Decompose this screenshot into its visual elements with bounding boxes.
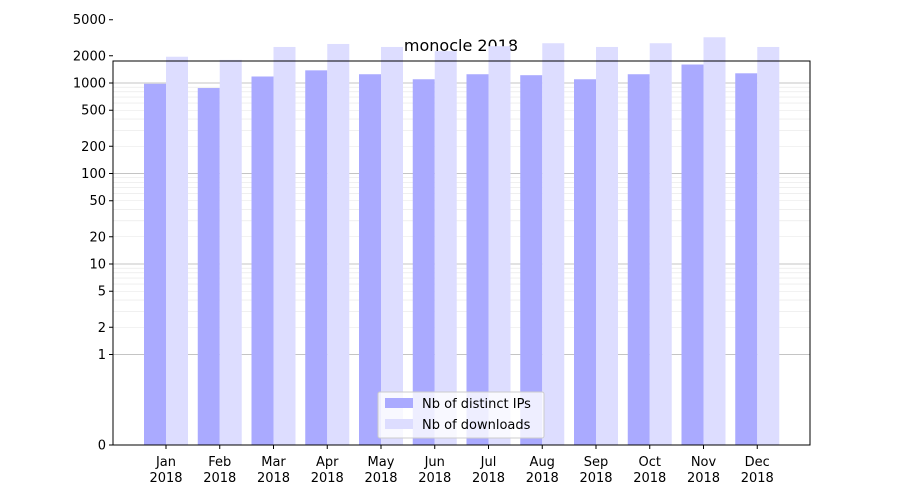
- y-tick-label: 5000: [73, 13, 106, 28]
- bar-distinct-ips: [144, 83, 166, 445]
- y-tick-label: 200: [81, 140, 106, 155]
- y-tick-label: 10000: [65, 0, 106, 1]
- x-tick-label-month: Feb: [208, 455, 231, 470]
- y-tick-label: 0: [98, 439, 106, 454]
- y-tick-label: 50: [89, 194, 106, 209]
- x-tick-label-year: 2018: [472, 471, 505, 486]
- bar-downloads: [488, 46, 511, 445]
- bar-downloads: [327, 43, 350, 445]
- x-tick-label-month: Aug: [530, 455, 555, 470]
- legend-swatch-downloads: [385, 419, 413, 429]
- x-tick-label-month: Apr: [316, 455, 339, 470]
- bar-distinct-ips: [359, 74, 381, 445]
- x-tick-label-year: 2018: [203, 471, 236, 486]
- x-tick-label-month: May: [368, 455, 395, 470]
- x-tick-label-month: Dec: [745, 455, 770, 470]
- x-tick-label-month: Sep: [584, 455, 609, 470]
- legend-swatch-ips: [385, 398, 413, 408]
- y-tick-label: 100: [81, 167, 106, 182]
- bar-downloads: [381, 46, 403, 446]
- bar-distinct-ips: [466, 74, 489, 445]
- legend: Nb of distinct IPs Nb of downloads: [377, 391, 545, 439]
- y-tick-label: 5: [98, 285, 106, 300]
- x-axis: Jan2018Feb2018Mar2018Apr2018May2018Jun20…: [149, 445, 774, 486]
- y-tick-label: 1: [98, 348, 106, 363]
- y-axis: 0 1 2 5 10 20 50 100 200 500 1000 2000 5000 10000: [65, 0, 113, 454]
- y-tick-label: 2: [98, 321, 106, 336]
- x-tick-label-year: 2018: [687, 471, 720, 486]
- bar-distinct-ips: [197, 88, 220, 445]
- bar-downloads: [166, 56, 188, 446]
- y-tick-label: 10: [89, 258, 106, 273]
- bar-distinct-ips: [627, 74, 650, 445]
- bar-distinct-ips: [305, 70, 328, 445]
- bar-distinct-ips: [251, 76, 274, 445]
- y-tick-label: 2000: [73, 49, 106, 64]
- legend-label-downloads: Nb of downloads: [422, 418, 531, 433]
- x-tick-label-year: 2018: [418, 471, 451, 486]
- y-tick-label: 1000: [73, 77, 106, 92]
- x-tick-label-month: Oct: [639, 455, 661, 470]
- x-tick-label-month: Mar: [261, 455, 286, 470]
- bars: [144, 37, 780, 446]
- bar-distinct-ips: [412, 79, 435, 445]
- y-tick-label: 20: [89, 230, 106, 245]
- x-tick-label-month: Jan: [155, 455, 176, 470]
- x-tick-label-month: Jun: [424, 455, 445, 470]
- bar-distinct-ips: [574, 79, 596, 445]
- legend-label-ips: Nb of distinct IPs: [422, 397, 531, 412]
- bar-distinct-ips: [735, 73, 758, 446]
- y-tick-label: 500: [81, 104, 106, 119]
- bar-downloads: [596, 46, 618, 446]
- bar-downloads: [757, 46, 780, 446]
- bar-downloads: [703, 37, 726, 445]
- x-tick-label-year: 2018: [633, 471, 666, 486]
- bar-distinct-ips: [520, 75, 543, 445]
- x-tick-label-month: Jul: [480, 455, 497, 470]
- plot-frame: [112, 60, 811, 446]
- x-tick-label-year: 2018: [257, 471, 290, 486]
- bar-downloads: [219, 59, 242, 446]
- x-tick-label-year: 2018: [364, 471, 397, 486]
- bar-downloads: [434, 51, 457, 446]
- bar-distinct-ips: [681, 64, 704, 446]
- x-tick-label-year: 2018: [741, 471, 774, 486]
- x-tick-label-year: 2018: [526, 471, 559, 486]
- x-tick-label-month: Nov: [691, 455, 717, 470]
- bar-downloads: [649, 43, 672, 446]
- bar-downloads: [542, 43, 565, 446]
- x-tick-label-year: 2018: [579, 471, 612, 486]
- legend-box: [377, 391, 545, 439]
- x-tick-label-year: 2018: [149, 471, 182, 486]
- bar-downloads: [273, 46, 296, 446]
- x-tick-label-year: 2018: [311, 471, 344, 486]
